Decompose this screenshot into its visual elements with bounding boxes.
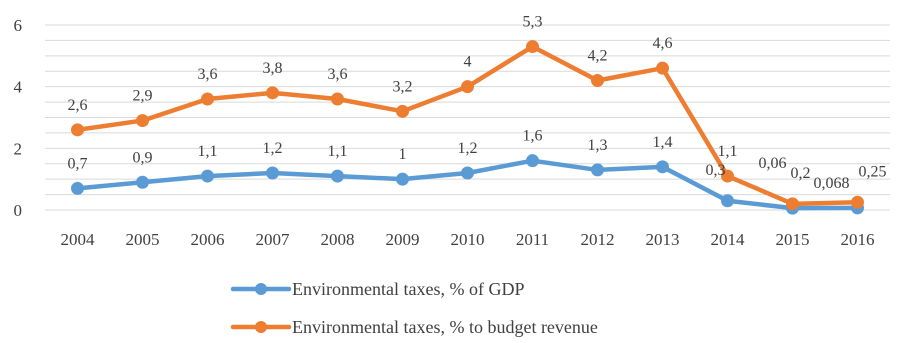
x-tick-label: 2004 [61, 230, 96, 249]
legend: Environmental taxes, % of GDP Environment… [230, 279, 598, 337]
data-label: 0,9 [133, 149, 153, 166]
data-point [656, 61, 669, 75]
data-label: 3,8 [263, 60, 283, 77]
series-lines [71, 40, 864, 215]
data-label: 1,1 [328, 143, 348, 160]
x-tick-label: 2005 [126, 230, 160, 249]
y-tick-label: 2 [14, 139, 23, 158]
x-tick-label: 2010 [451, 230, 485, 249]
data-point [526, 40, 539, 54]
data-label: 0,2 [791, 165, 811, 182]
data-label: 1,4 [653, 134, 673, 151]
data-label: 1,1 [198, 143, 218, 160]
data-point [461, 80, 474, 94]
data-point [526, 154, 539, 168]
legend-label: Environmental taxes, % of GDP [292, 279, 524, 299]
data-point [396, 104, 409, 118]
data-point [591, 74, 604, 87]
data-point [136, 175, 149, 189]
data-label: 2,9 [133, 88, 153, 105]
data-label: 1,2 [263, 140, 283, 157]
data-label: 3,6 [198, 66, 218, 83]
data-label: 4,6 [653, 35, 673, 52]
x-tick-label: 2006 [191, 230, 225, 249]
data-label: 0,7 [68, 155, 88, 172]
x-tick-label: 2008 [321, 230, 355, 249]
legend-swatch-marker [255, 321, 267, 333]
x-tick-label: 2016 [841, 230, 875, 249]
data-point [266, 86, 279, 100]
x-axis-ticks: 2004 2005 2006 2007 2008 2009 2010 2011 2012 2013… [61, 230, 875, 249]
data-label: 1,3 [588, 137, 608, 154]
data-point [71, 123, 84, 137]
data-point [656, 160, 669, 174]
data-label: 0,06 [759, 155, 787, 172]
data-point [396, 172, 409, 186]
data-point [721, 169, 734, 183]
y-tick-label: 6 [14, 16, 23, 35]
data-point [786, 197, 799, 211]
data-point [201, 92, 214, 106]
data-label: 0,25 [859, 163, 887, 180]
data-label: 5,3 [523, 14, 543, 31]
data-label: 1,2 [458, 140, 478, 157]
data-label: 3,6 [328, 66, 348, 83]
data-point [331, 169, 344, 183]
data-point [201, 169, 214, 183]
x-tick-label: 2009 [386, 230, 420, 249]
x-tick-label: 2015 [776, 230, 810, 249]
x-tick-label: 2012 [581, 230, 615, 249]
legend-swatch-marker [255, 283, 267, 295]
data-label: 0,3 [706, 162, 726, 179]
data-point [461, 166, 474, 180]
data-label: 0,068 [814, 175, 850, 192]
y-tick-label: 0 [14, 201, 23, 220]
y-axis-ticks: 0 2 4 6 [14, 16, 23, 220]
data-label: 4,2 [588, 48, 608, 65]
data-point [136, 114, 149, 128]
data-label: 1,6 [523, 128, 543, 145]
data-label: 1,1 [718, 143, 738, 160]
data-point [71, 181, 84, 195]
data-label: 1 [399, 146, 407, 163]
data-label: 4 [464, 54, 472, 71]
data-point [266, 166, 279, 180]
x-tick-label: 2013 [646, 230, 680, 249]
data-label: 2,6 [68, 97, 88, 114]
data-point [851, 195, 864, 209]
y-tick-label: 4 [14, 78, 23, 97]
data-point [331, 92, 344, 106]
data-point [591, 163, 604, 177]
legend-label: Environmental taxes, % to budget revenue [292, 317, 598, 337]
x-tick-label: 2011 [516, 230, 549, 249]
x-tick-label: 2007 [256, 230, 291, 249]
data-labels: 0,7 0,9 1,1 1,2 1,1 1 1,2 1,6 1,3 1,4 0,3 0,06 0,068… [68, 14, 887, 192]
data-point [721, 194, 734, 208]
x-tick-label: 2014 [711, 230, 746, 249]
data-label: 3,2 [393, 78, 413, 95]
